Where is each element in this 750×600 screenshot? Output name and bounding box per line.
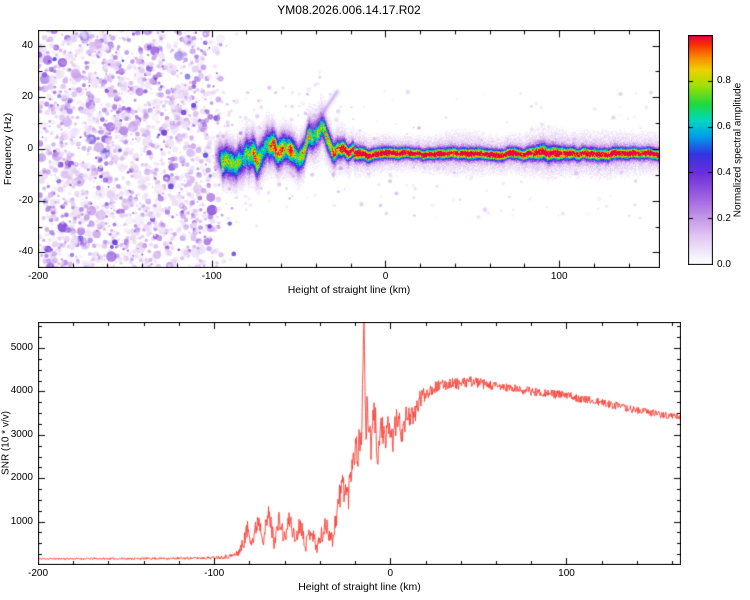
- x-tick-label: -200: [27, 568, 49, 579]
- y-tick-label: 2000: [10, 472, 33, 484]
- y-tick-label: 20: [21, 91, 33, 103]
- y-tick-label: -40: [18, 246, 33, 258]
- figure-title: YM08.2026.006.14.17.R02: [277, 3, 421, 17]
- colorbar-tick-label: 0.0: [717, 259, 731, 270]
- snr-plot-canvas: [38, 322, 681, 565]
- x-tick-label: 0: [382, 271, 389, 282]
- colorbar-tick-label: 0.2: [717, 213, 731, 224]
- colorbar-tick-label: 0.8: [717, 75, 731, 86]
- spectrogram-y-axis-label: Frequency (Hz): [2, 112, 14, 186]
- spectrogram-x-axis-label: Height of straight line (km): [287, 284, 411, 296]
- x-tick-label: -200: [27, 271, 49, 282]
- y-tick-label: 1000: [10, 515, 33, 527]
- y-tick-label: 3000: [10, 428, 33, 440]
- y-tick-label: 5000: [10, 342, 33, 354]
- snr-x-axis-label: Height of straight line (km): [298, 581, 421, 593]
- x-tick-label: -100: [201, 271, 222, 282]
- spectrogram-plot-canvas: [38, 30, 660, 268]
- colorbar-tick-label: 0.6: [717, 121, 731, 132]
- snr-y-axis-label: SNR (10 * v/v): [0, 411, 12, 475]
- x-tick-label: 0: [387, 568, 394, 579]
- y-tick-label: 0: [27, 143, 33, 154]
- y-tick-label: 40: [21, 39, 33, 51]
- x-tick-label: 100: [550, 271, 568, 282]
- y-tick-label: -20: [18, 194, 33, 206]
- x-tick-label: 100: [558, 568, 575, 579]
- colorbar-canvas: [688, 35, 713, 265]
- colorbar-axis-label: Normalized spectral amplitude: [732, 82, 744, 218]
- x-tick-label: -100: [204, 568, 225, 579]
- colorbar-tick-label: 0.4: [717, 167, 731, 178]
- y-tick-label: 4000: [10, 385, 33, 397]
